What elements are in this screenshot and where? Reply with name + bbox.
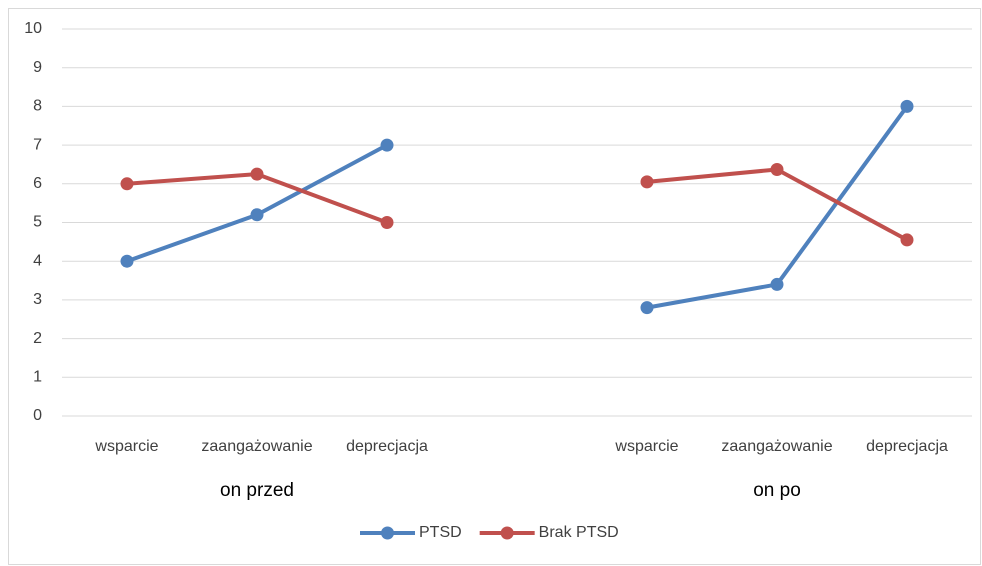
legend-label: Brak PTSD	[539, 524, 619, 541]
data-point	[770, 162, 784, 176]
x-tick-label: deprecjacja	[346, 438, 428, 455]
y-tick-label: 0	[33, 407, 42, 424]
legend-marker	[381, 526, 394, 540]
data-point	[120, 254, 134, 268]
x-tick-label: wsparcie	[614, 438, 678, 455]
data-point	[770, 277, 784, 291]
data-point	[380, 138, 394, 152]
y-tick-label: 7	[33, 136, 42, 153]
x-tick-label: zaangażowanie	[201, 438, 312, 455]
legend-label: PTSD	[419, 524, 462, 541]
x-tick-label: zaangażowanie	[721, 438, 832, 455]
data-point	[900, 99, 914, 113]
x-tick-label: wsparcie	[94, 438, 158, 455]
data-point	[250, 167, 264, 181]
y-tick-label: 1	[33, 369, 42, 386]
y-tick-label: 3	[33, 291, 42, 308]
chart-border	[8, 8, 981, 565]
data-point	[640, 301, 654, 315]
legend-marker	[500, 526, 514, 540]
data-point	[900, 233, 914, 247]
y-tick-label: 5	[33, 214, 42, 231]
y-tick-label: 8	[33, 98, 42, 115]
y-tick-label: 6	[33, 175, 42, 192]
group-label: on po	[753, 480, 801, 501]
y-tick-label: 2	[33, 330, 42, 347]
data-point	[380, 216, 394, 229]
y-tick-label: 4	[33, 252, 42, 269]
data-point	[120, 177, 134, 191]
data-point	[250, 208, 264, 222]
group-label: on przed	[220, 480, 294, 501]
y-tick-label: 9	[33, 59, 42, 76]
data-point	[640, 175, 654, 189]
y-tick-label: 10	[24, 20, 42, 37]
x-tick-label: deprecjacja	[866, 438, 948, 455]
